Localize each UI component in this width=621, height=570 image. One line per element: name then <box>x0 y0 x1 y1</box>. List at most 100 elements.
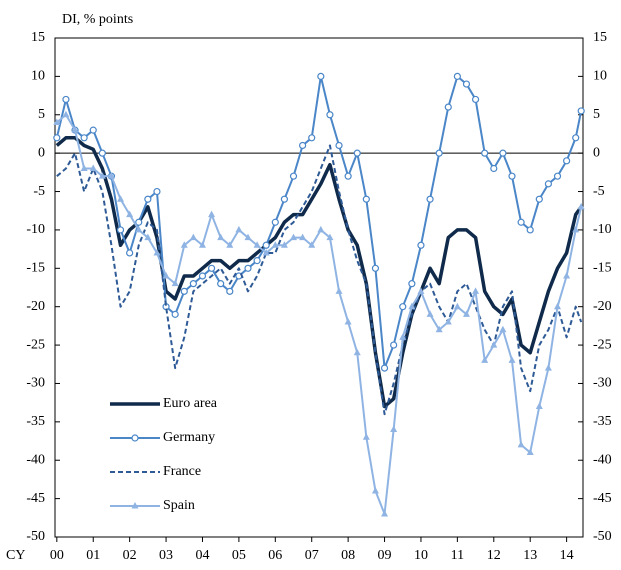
marker <box>71 126 79 133</box>
series-line <box>56 144 583 416</box>
plot-frame <box>54 37 584 538</box>
marker <box>435 149 443 157</box>
marker <box>472 287 480 294</box>
marker <box>577 202 585 210</box>
marker <box>271 218 279 226</box>
marker <box>131 434 139 442</box>
legend-label: Germany <box>163 430 215 445</box>
x-tick-label: 14 <box>560 548 574 563</box>
marker <box>80 134 88 142</box>
marker <box>563 157 571 165</box>
marker <box>554 302 562 310</box>
marker <box>326 111 334 119</box>
marker <box>390 341 398 349</box>
marker <box>208 210 216 218</box>
marker <box>144 233 152 241</box>
marker <box>280 195 289 203</box>
y-tick-label: 0 <box>38 145 45 160</box>
marker <box>126 210 134 218</box>
marker <box>353 149 361 157</box>
x-axis-label: CY <box>6 548 25 563</box>
marker <box>244 264 252 272</box>
marker <box>98 172 106 179</box>
marker <box>535 402 543 409</box>
y2-tick-label: -50 <box>593 529 612 544</box>
marker <box>380 364 389 372</box>
marker <box>371 264 380 272</box>
marker <box>499 149 507 157</box>
marker <box>535 195 543 203</box>
y2-tick-label: -15 <box>593 261 612 276</box>
marker <box>490 164 498 173</box>
y2-tick-label: 15 <box>593 30 607 45</box>
y2-tick-label: 0 <box>593 145 600 160</box>
marker <box>62 95 70 104</box>
x-tick-label: 03 <box>159 548 173 563</box>
marker <box>80 164 88 172</box>
marker <box>563 271 571 279</box>
y-tick-label: -45 <box>26 491 45 506</box>
marker <box>308 241 316 248</box>
marker <box>572 225 580 233</box>
marker <box>299 233 307 241</box>
marker <box>444 103 452 111</box>
marker <box>89 164 97 172</box>
y-tick-label: -40 <box>26 452 45 467</box>
marker <box>280 241 288 248</box>
series-line <box>55 136 583 409</box>
marker <box>362 195 370 203</box>
marker <box>371 486 379 494</box>
marker <box>144 195 152 203</box>
marker <box>235 225 243 233</box>
x-tick-label: 09 <box>378 548 392 563</box>
marker <box>399 333 407 340</box>
y-tick-label: -20 <box>26 299 45 314</box>
x-tick-label: 01 <box>86 548 100 563</box>
marker <box>462 80 471 88</box>
marker <box>171 279 179 287</box>
y-tick-label: 10 <box>31 69 45 84</box>
marker <box>353 348 361 356</box>
y-tick-label: -25 <box>26 337 45 352</box>
y2-tick-label: -30 <box>593 376 612 391</box>
marker <box>462 310 470 317</box>
y-axis-label: DI, % points <box>62 12 133 27</box>
marker <box>107 172 115 179</box>
marker <box>344 172 352 180</box>
marker <box>426 195 434 203</box>
x-tick-label: 13 <box>523 548 537 563</box>
marker <box>53 134 61 142</box>
x-tick-label: 06 <box>268 548 282 563</box>
y-tick-label: -15 <box>26 261 45 276</box>
marker <box>253 241 261 248</box>
x-tick-label: 04 <box>195 548 209 563</box>
marker <box>408 280 416 288</box>
marker <box>344 318 352 325</box>
y2-tick-label: -10 <box>593 222 612 237</box>
marker <box>517 440 525 448</box>
marker <box>508 172 516 180</box>
y-tick-label: -30 <box>26 376 45 391</box>
y-tick-label: -35 <box>26 414 45 429</box>
marker <box>453 302 461 310</box>
marker <box>426 310 434 317</box>
x-tick-label: 12 <box>487 548 501 563</box>
marker <box>417 287 425 294</box>
x-tick-label: 11 <box>451 548 464 563</box>
marker <box>198 241 206 248</box>
marker <box>226 287 234 295</box>
marker <box>408 302 416 310</box>
y2-tick-label: -5 <box>593 184 605 199</box>
marker <box>198 272 207 280</box>
marker <box>481 356 489 363</box>
marker <box>444 318 452 325</box>
marker <box>544 180 553 188</box>
marker <box>153 187 161 196</box>
marker <box>362 433 370 440</box>
marker <box>390 425 398 433</box>
marker <box>289 172 298 180</box>
x-tick-label: 05 <box>232 548 246 563</box>
marker <box>262 241 270 249</box>
marker <box>271 241 279 248</box>
